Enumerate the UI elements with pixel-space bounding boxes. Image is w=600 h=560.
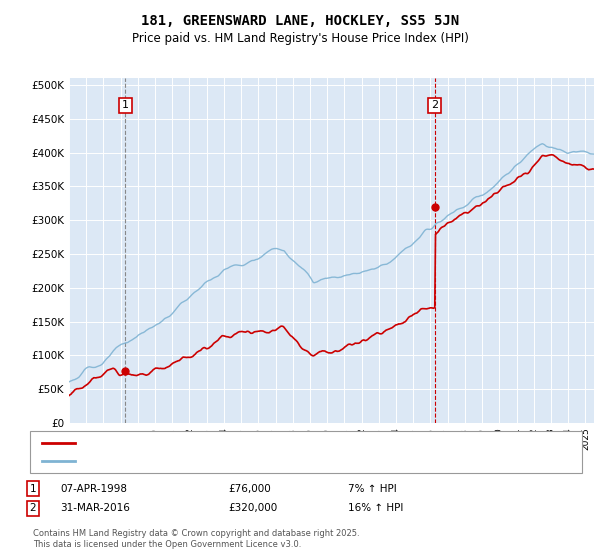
Text: 31-MAR-2016: 31-MAR-2016 [60,503,130,514]
Text: 1: 1 [29,484,37,494]
Text: 2: 2 [431,100,439,110]
Text: 1: 1 [122,100,129,110]
Text: Price paid vs. HM Land Registry's House Price Index (HPI): Price paid vs. HM Land Registry's House … [131,32,469,45]
Text: 07-APR-1998: 07-APR-1998 [60,484,127,494]
Text: £320,000: £320,000 [228,503,277,514]
Text: 16% ↑ HPI: 16% ↑ HPI [348,503,403,514]
Text: 2: 2 [29,503,37,514]
Text: 181, GREENSWARD LANE, HOCKLEY, SS5 5JN (semi-detached house): 181, GREENSWARD LANE, HOCKLEY, SS5 5JN (… [81,438,417,448]
Text: 7% ↑ HPI: 7% ↑ HPI [348,484,397,494]
Text: Contains HM Land Registry data © Crown copyright and database right 2025.
This d: Contains HM Land Registry data © Crown c… [33,529,359,549]
Text: HPI: Average price, semi-detached house, Rochford: HPI: Average price, semi-detached house,… [81,456,332,466]
Text: £76,000: £76,000 [228,484,271,494]
Text: 181, GREENSWARD LANE, HOCKLEY, SS5 5JN: 181, GREENSWARD LANE, HOCKLEY, SS5 5JN [141,14,459,28]
